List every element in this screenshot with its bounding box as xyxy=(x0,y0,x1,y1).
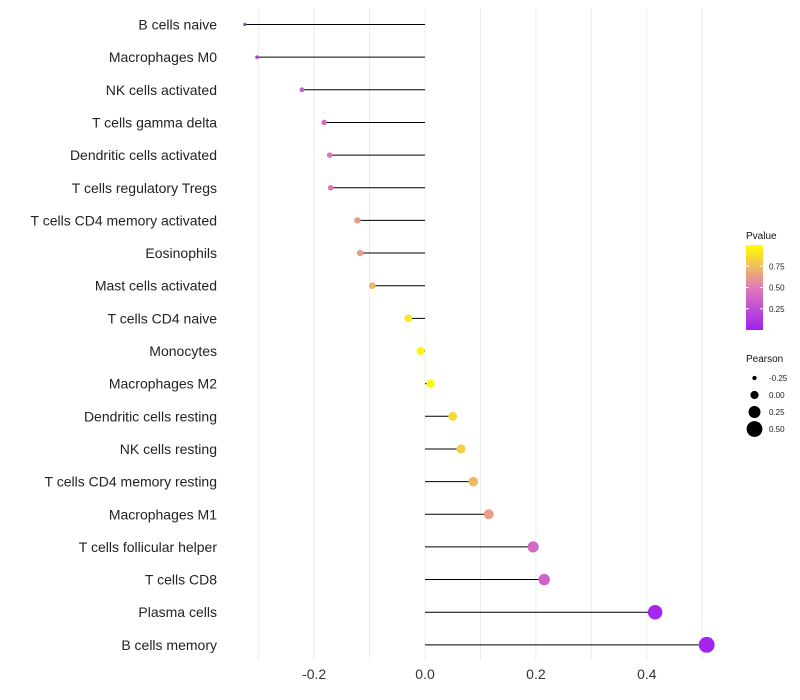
category-label: Dendritic cells activated xyxy=(70,147,217,163)
color-legend-title: Pvalue xyxy=(746,231,777,242)
category-label: T cells regulatory Tregs xyxy=(72,180,217,196)
x-tick-label: 0.4 xyxy=(637,666,657,682)
data-point xyxy=(326,152,333,158)
size-legend-dot xyxy=(746,421,763,437)
data-point xyxy=(483,509,494,520)
category-label: Monocytes xyxy=(149,343,217,359)
data-point xyxy=(356,249,364,257)
data-point xyxy=(527,541,539,553)
x-tick-label: 0.2 xyxy=(526,666,546,682)
grid-lines xyxy=(258,8,703,660)
data-point xyxy=(448,411,458,421)
size-legend-label: 0.50 xyxy=(769,425,785,434)
data-point xyxy=(255,55,259,59)
category-label: T cells gamma delta xyxy=(92,114,217,130)
category-label: T cells CD4 memory resting xyxy=(45,474,217,490)
size-legend-label: 0.00 xyxy=(769,391,785,400)
size-legend-label: -0.25 xyxy=(769,374,788,383)
size-legend-items: -0.25 0.00 0.25 0.50 xyxy=(746,374,788,437)
data-point xyxy=(321,119,327,126)
category-label: T cells CD8 xyxy=(145,572,217,588)
points xyxy=(243,22,715,653)
data-point xyxy=(243,22,247,27)
category-label: NK cells resting xyxy=(120,441,217,457)
size-legend-dot xyxy=(748,406,761,418)
data-point xyxy=(327,184,334,191)
category-label: Macrophages M1 xyxy=(109,506,217,522)
color-tick-label: 0.75 xyxy=(769,262,785,271)
category-label: T cells CD4 memory activated xyxy=(31,212,217,228)
category-labels: B cells naive Macrophages M0 NK cells acti… xyxy=(31,17,218,653)
category-label: NK cells activated xyxy=(106,82,217,98)
stems xyxy=(244,24,707,646)
color-legend-ticks: 0.25 0.50 0.75 xyxy=(746,262,785,314)
data-point xyxy=(647,604,663,620)
data-point xyxy=(698,636,715,653)
category-label: T cells follicular helper xyxy=(79,539,218,555)
data-point xyxy=(368,282,376,290)
category-label: Mast cells activated xyxy=(95,278,217,294)
category-label: Macrophages M2 xyxy=(109,376,217,392)
x-axis-ticks: -0.2 0.0 0.2 0.4 xyxy=(302,666,657,682)
color-legend-bar xyxy=(746,245,763,330)
category-label: Dendritic cells resting xyxy=(84,408,217,424)
category-label: Eosinophils xyxy=(145,245,217,261)
data-point xyxy=(354,217,361,224)
data-point xyxy=(404,314,413,323)
size-legend-label: 0.25 xyxy=(769,408,785,417)
data-point xyxy=(468,476,478,487)
data-point xyxy=(538,573,550,586)
category-label: B cells naive xyxy=(138,17,217,33)
data-point xyxy=(456,444,466,454)
data-point xyxy=(299,87,305,93)
category-label: B cells memory xyxy=(121,637,217,653)
size-legend-dot xyxy=(750,390,759,400)
size-legend-title: Pearson xyxy=(746,354,783,365)
size-legend-dot xyxy=(752,375,757,381)
category-label: Macrophages M0 xyxy=(109,49,217,65)
data-point xyxy=(426,379,435,388)
category-label: Plasma cells xyxy=(138,604,217,620)
x-tick-label: 0.0 xyxy=(415,666,435,682)
color-tick-label: 0.50 xyxy=(769,284,785,293)
color-tick-label: 0.25 xyxy=(769,305,785,314)
legend: Pvalue 0.25 0.50 0.75 Pearson -0.25 0.00 0.2… xyxy=(746,231,788,437)
data-point xyxy=(416,346,425,356)
category-label: T cells CD4 naive xyxy=(108,310,218,326)
x-tick-label: -0.2 xyxy=(302,666,326,682)
